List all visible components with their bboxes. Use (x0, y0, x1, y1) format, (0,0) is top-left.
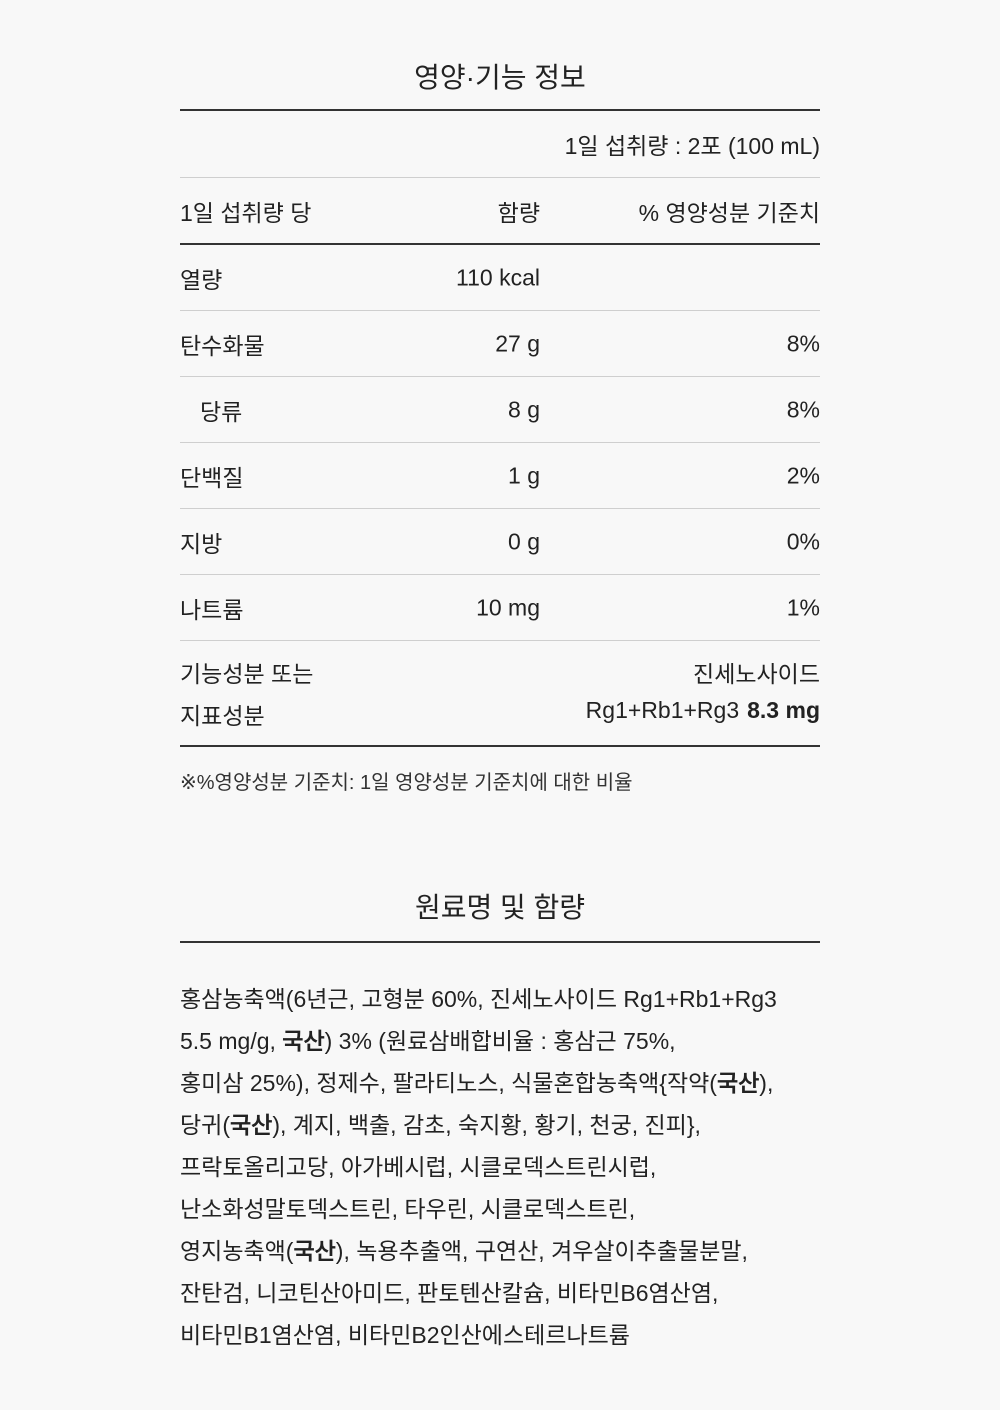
ingredient-text: 영지농축액( (180, 1238, 294, 1264)
nutrient-amount: 8 g (508, 396, 540, 422)
ingredient-line: 홍삼농축액(6년근, 고형분 60%, 진세노사이드 Rg1+Rb1+Rg3 (180, 978, 840, 1020)
nutrient-row: 당류 8 g 8% (180, 377, 820, 442)
ingredient-line: 홍미삼 25%), 정제수, 팔라티노스, 식물혼합농축액{작약(국산), (180, 1062, 840, 1104)
nutrient-percent: 8% (786, 330, 820, 356)
nutrient-row: 지방 0 g 0% (180, 509, 820, 574)
nutrient-row: 단백질 1 g 2% (180, 443, 820, 508)
header-row: 1일 섭취량 당 함량 % 영양성분 기준치 (180, 178, 820, 243)
header-percent: % 영양성분 기준치 (638, 199, 820, 226)
divider (180, 574, 820, 575)
nutrient-label: 단백질 (180, 464, 244, 491)
divider (180, 243, 820, 245)
nutrient-percent: 8% (786, 396, 820, 422)
functional-label-2: 지표성분 (180, 703, 265, 729)
functional-compound: Rg1+Rb1+Rg3 (585, 697, 740, 723)
ingredient-text: 당귀( (180, 1112, 230, 1138)
ingredient-text: 홍미삼 25%), 정제수, 팔라티노스, 식물혼합농축액{작약( (180, 1070, 717, 1096)
serving-row: 1일 섭취량 : 2포 (100 mL) (180, 111, 820, 177)
ingredient-line: 프락토올리고당, 아가베시럽, 시클로덱스트린시럽, (180, 1146, 840, 1188)
ingredient-text: 홍삼농축액(6년근, 고형분 60%, 진세노사이드 Rg1+Rb1+Rg3 (180, 986, 777, 1012)
nutrient-row: 탄수화물 27 g 8% (180, 311, 820, 376)
ingredient-text: 프락토올리고당, 아가베시럽, 시클로덱스트린시럽, (180, 1154, 657, 1180)
nutrition-table: 1일 섭취량 : 2포 (100 mL) 1일 섭취량 당 함량 % 영양성분 … (180, 109, 820, 747)
nutrient-percent: 0% (786, 528, 820, 554)
nutrient-amount: 27 g (495, 330, 540, 356)
divider (180, 508, 820, 509)
divider (180, 177, 820, 178)
divider (180, 941, 820, 943)
ingredient-line: 비타민B1염산염, 비타민B2인산에스테르나트륨 (180, 1314, 840, 1356)
ingredient-line: 난소화성말토덱스트린, 타우린, 시클로덱스트린, (180, 1188, 840, 1230)
nutrient-percent: 2% (786, 462, 820, 488)
divider (180, 442, 820, 443)
ingredient-text: ), 계지, 백출, 감초, 숙지황, 황기, 천궁, 진피}, (272, 1112, 701, 1138)
nutrient-label: 나트륨 (180, 596, 244, 623)
ingredient-text: ) 3% (원료삼배합비율 : 홍삼근 75%, (324, 1028, 676, 1054)
divider (180, 745, 820, 747)
header-label: 1일 섭취량 당 (180, 199, 312, 226)
functional-ingredient-row: 기능성분 또는 지표성분 진세노사이드 Rg1+Rb1+Rg3 8.3 mg (180, 641, 820, 745)
nutrition-title: 영양·기능 정보 (414, 62, 586, 93)
origin-highlight: 국산 (282, 1028, 325, 1054)
ingredient-text: 난소화성말토덱스트린, 타우린, 시클로덱스트린, (180, 1196, 636, 1222)
ingredient-line: 5.5 mg/g, 국산) 3% (원료삼배합비율 : 홍삼근 75%, (180, 1020, 840, 1062)
ingredient-line: 잔탄검, 니코틴산아미드, 판토텐산칼슘, 비타민B6염산염, (180, 1272, 840, 1314)
divider (180, 640, 820, 641)
nutrient-amount: 1 g (508, 462, 540, 488)
nutrient-percent: 1% (786, 594, 820, 620)
nutrient-row: 나트륨 10 mg 1% (180, 575, 820, 640)
origin-highlight: 국산 (716, 1070, 760, 1096)
ingredient-text: 5.5 mg/g, (180, 1028, 283, 1054)
nutrient-label: 열량 (180, 266, 223, 293)
ingredients-title: 원료명 및 함량 (414, 892, 586, 923)
divider (180, 109, 820, 111)
ingredient-line: 당귀(국산), 계지, 백출, 감초, 숙지황, 황기, 천궁, 진피}, (180, 1104, 840, 1146)
ingredient-text: 잔탄검, 니코틴산아미드, 판토텐산칼슘, 비타민B6염산염, (180, 1280, 719, 1306)
divider (180, 310, 820, 311)
functional-value: 8.3 mg (747, 697, 820, 723)
nutrient-label: 탄수화물 (180, 332, 265, 359)
nutrient-amount: 0 g (508, 528, 540, 554)
functional-label-1: 기능성분 또는 (180, 661, 314, 687)
functional-compound-value: Rg1+Rb1+Rg3 8.3 mg (586, 697, 820, 724)
ingredient-text: ), (759, 1070, 774, 1096)
header-amount: 함량 (497, 199, 540, 226)
origin-highlight: 국산 (229, 1112, 273, 1138)
footnote: ※%영양성분 기준치: 1일 영양성분 기준치에 대한 비율 (180, 772, 633, 794)
ingredient-text: 비타민B1염산염, 비타민B2인산에스테르나트륨 (180, 1322, 630, 1348)
functional-name: 진세노사이드 (693, 661, 820, 687)
nutrient-amount: 110 kcal (456, 264, 540, 290)
nutrient-row: 열량 110 kcal (180, 245, 820, 310)
origin-highlight: 국산 (293, 1238, 336, 1264)
nutrient-label: 당류 (200, 398, 243, 425)
ingredients-list: 홍삼농축액(6년근, 고형분 60%, 진세노사이드 Rg1+Rb1+Rg3 5.… (180, 978, 840, 1356)
ingredient-text: ), 녹용추출액, 구연산, 겨우살이추출물분말, (335, 1238, 748, 1264)
ingredient-line: 영지농축액(국산), 녹용추출액, 구연산, 겨우살이추출물분말, (180, 1230, 840, 1272)
serving-size: 1일 섭취량 : 2포 (100 mL) (564, 133, 820, 159)
divider (180, 376, 820, 377)
nutrient-amount: 10 mg (476, 594, 540, 620)
nutrient-label: 지방 (180, 530, 223, 557)
